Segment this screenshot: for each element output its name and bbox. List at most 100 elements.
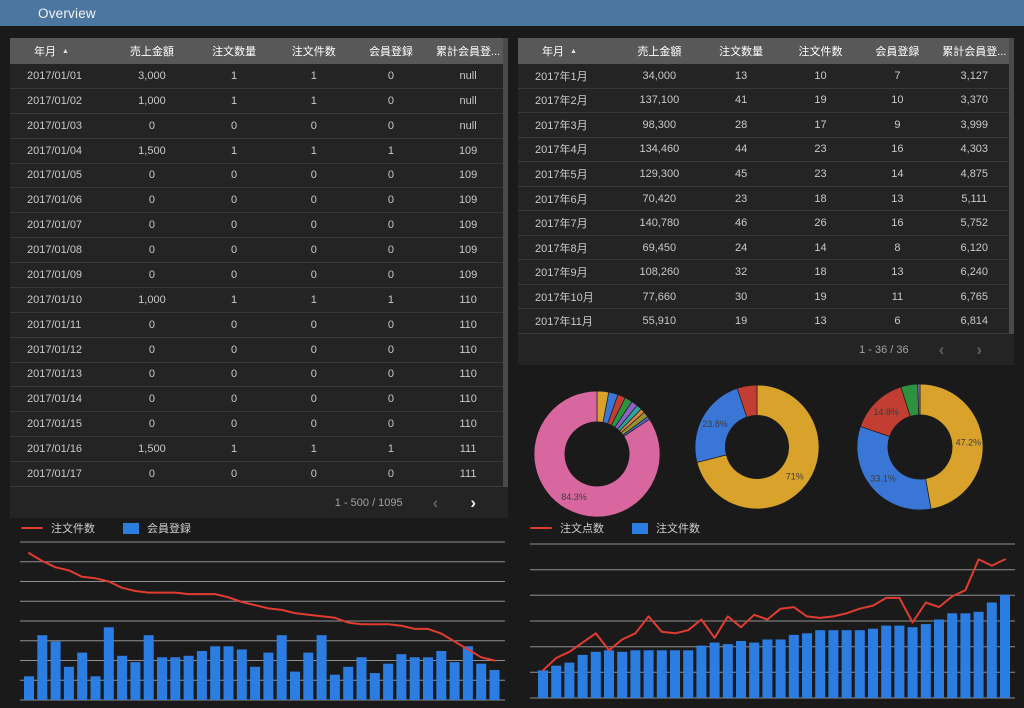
- bar[interactable]: [409, 657, 420, 700]
- next-page-icon[interactable]: ›: [470, 493, 476, 512]
- bar[interactable]: [828, 630, 839, 698]
- bar[interactable]: [907, 627, 918, 698]
- prev-page-icon[interactable]: ‹: [938, 340, 945, 359]
- bar[interactable]: [894, 625, 905, 698]
- prev-page-icon[interactable]: ‹: [432, 493, 439, 512]
- bar[interactable]: [157, 657, 167, 700]
- bar[interactable]: [329, 674, 340, 700]
- bar[interactable]: [50, 641, 61, 701]
- bar[interactable]: [788, 634, 799, 698]
- pie-slice[interactable]: [856, 425, 932, 511]
- column-header-1[interactable]: 売上金額: [129, 46, 174, 58]
- table-scrollbar[interactable]: [503, 38, 508, 487]
- bar[interactable]: [77, 652, 88, 700]
- bar[interactable]: [436, 651, 447, 700]
- bar[interactable]: [423, 657, 433, 700]
- bar[interactable]: [973, 611, 984, 698]
- column-header-3[interactable]: 注文件数: [291, 46, 336, 58]
- table-scrollbar[interactable]: [1009, 38, 1014, 334]
- bar[interactable]: [223, 646, 234, 700]
- bar[interactable]: [920, 624, 931, 698]
- bar[interactable]: [90, 676, 101, 700]
- bar[interactable]: [196, 651, 207, 700]
- bar[interactable]: [462, 646, 473, 700]
- bar[interactable]: [117, 655, 128, 700]
- column-header-2[interactable]: 注文数量: [719, 46, 764, 58]
- bar[interactable]: [630, 650, 641, 698]
- donut-chart-2[interactable]: 71% 23.8%: [680, 372, 835, 520]
- bar[interactable]: [63, 666, 74, 700]
- pie-slice[interactable]: [917, 383, 921, 416]
- bar[interactable]: [476, 663, 487, 700]
- bar[interactable]: [396, 654, 407, 700]
- column-header-5[interactable]: 累計会員登...: [436, 46, 501, 58]
- pie-slice[interactable]: [696, 384, 820, 510]
- bar[interactable]: [656, 650, 667, 698]
- bar[interactable]: [37, 635, 48, 700]
- bar[interactable]: [841, 630, 852, 698]
- bar[interactable]: [551, 665, 562, 698]
- bar[interactable]: [762, 639, 773, 699]
- bar[interactable]: [577, 654, 588, 698]
- column-header-0[interactable]: 年月 ▲: [542, 46, 577, 58]
- column-header-3[interactable]: 注文件数: [798, 46, 843, 58]
- bar[interactable]: [250, 666, 261, 700]
- bar[interactable]: [383, 663, 394, 700]
- bar[interactable]: [736, 641, 746, 698]
- bar[interactable]: [343, 666, 354, 700]
- monthly-table-card[interactable]: 年月 ▲ 売上金額 注文数量 注文件数 会員登録 累計会員登... 2017年1月 34,00…: [518, 38, 1014, 365]
- bar[interactable]: [130, 662, 141, 700]
- pie-slice[interactable]: [736, 384, 758, 418]
- pie-slice[interactable]: [533, 390, 661, 518]
- bar[interactable]: [670, 650, 680, 698]
- column-header-2[interactable]: 注文数量: [212, 46, 257, 58]
- column-header-4[interactable]: 会員登録: [368, 46, 413, 58]
- bar[interactable]: [103, 627, 114, 700]
- daily-combo-chart[interactable]: [0, 537, 512, 708]
- bar[interactable]: [854, 630, 865, 698]
- next-page-icon[interactable]: ›: [976, 340, 982, 359]
- bar[interactable]: [604, 650, 614, 698]
- bar[interactable]: [263, 652, 274, 700]
- column-header-5[interactable]: 累計会員登...: [942, 46, 1007, 58]
- bar[interactable]: [960, 613, 971, 698]
- bar[interactable]: [815, 630, 826, 698]
- bar[interactable]: [564, 662, 575, 698]
- monthly-combo-chart[interactable]: [512, 537, 1024, 708]
- bar[interactable]: [934, 619, 944, 699]
- column-header-1[interactable]: 売上金額: [637, 46, 682, 58]
- bar[interactable]: [276, 635, 287, 700]
- column-header-0[interactable]: 年月 ▲: [34, 46, 69, 58]
- bar[interactable]: [538, 670, 548, 698]
- bar[interactable]: [449, 662, 460, 700]
- bar[interactable]: [643, 650, 654, 698]
- bar[interactable]: [170, 657, 181, 700]
- bar[interactable]: [236, 649, 247, 700]
- bar[interactable]: [183, 655, 194, 700]
- bar[interactable]: [947, 613, 958, 698]
- bar[interactable]: [1000, 594, 1010, 698]
- bar[interactable]: [316, 635, 327, 700]
- bar[interactable]: [722, 644, 733, 698]
- bar[interactable]: [356, 657, 367, 700]
- bar[interactable]: [210, 646, 221, 700]
- column-header-4[interactable]: 会員登録: [875, 46, 920, 58]
- bar[interactable]: [868, 628, 878, 698]
- pie-slice[interactable]: [919, 383, 984, 510]
- bar[interactable]: [143, 635, 154, 700]
- bar[interactable]: [683, 650, 694, 698]
- bar[interactable]: [489, 670, 500, 700]
- bar[interactable]: [709, 642, 720, 698]
- donut-chart-1[interactable]: 84.3%: [517, 372, 677, 522]
- bar[interactable]: [617, 651, 628, 698]
- bar[interactable]: [24, 676, 34, 700]
- bar[interactable]: [881, 625, 892, 698]
- bar[interactable]: [775, 639, 786, 699]
- bar[interactable]: [369, 673, 380, 700]
- bar[interactable]: [590, 651, 601, 698]
- daily-table-card[interactable]: 年月 ▲ 売上金額 注文数量 注文件数 会員登録 累計会員登... 2017/01/01 3,…: [10, 38, 508, 518]
- bar[interactable]: [749, 642, 760, 698]
- bar[interactable]: [802, 633, 812, 698]
- bar[interactable]: [696, 645, 707, 698]
- bar[interactable]: [290, 671, 300, 700]
